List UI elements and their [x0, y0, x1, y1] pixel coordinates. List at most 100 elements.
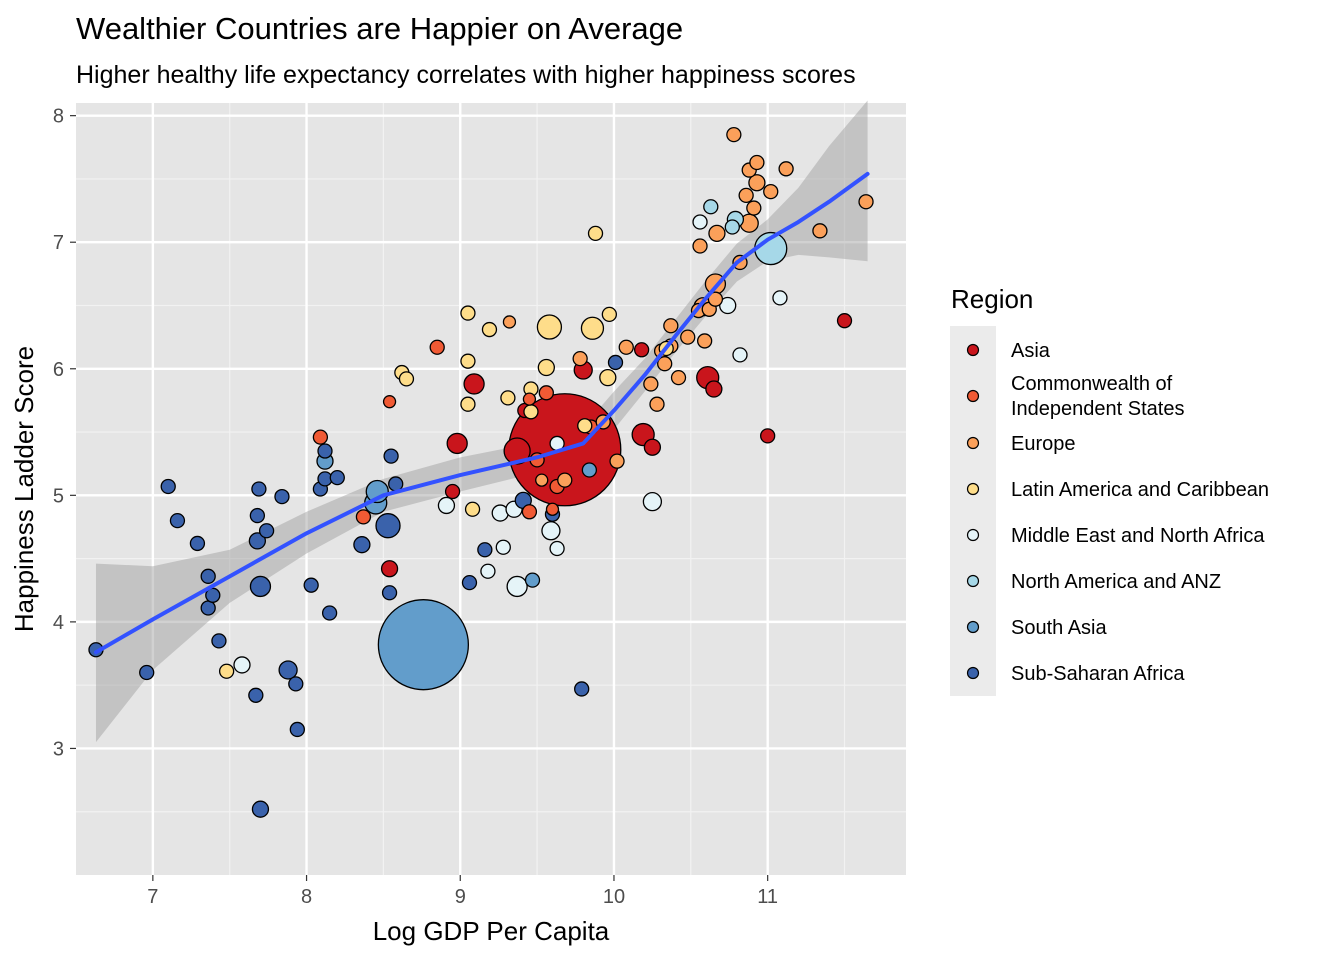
data-point — [746, 200, 762, 216]
data-point — [248, 687, 264, 703]
data-point — [160, 478, 176, 495]
data-point — [643, 376, 659, 392]
data-point — [692, 214, 708, 230]
data-point — [749, 154, 765, 171]
data-point — [538, 385, 554, 401]
data-point — [703, 199, 719, 215]
data-point — [317, 443, 333, 459]
data-point — [495, 539, 511, 555]
data-point — [574, 681, 590, 697]
legend-key — [966, 666, 980, 680]
data-point — [375, 513, 401, 539]
y-tick-label: 7 — [53, 232, 64, 254]
data-point — [748, 174, 766, 192]
legend: Region Asia Commonwealth of Independent St… — [950, 284, 1269, 696]
data-point — [251, 481, 267, 497]
data-point — [500, 390, 516, 406]
legend-label: Asia — [1011, 340, 1051, 362]
data-point — [587, 225, 604, 242]
data-point — [812, 223, 828, 239]
legend-label: North America and ANZ — [1011, 571, 1221, 593]
data-point — [680, 329, 696, 345]
data-point — [506, 575, 528, 598]
data-point — [778, 161, 794, 177]
data-point — [444, 483, 461, 500]
data-point — [633, 342, 650, 358]
legend-key — [966, 620, 980, 634]
data-point — [446, 432, 468, 455]
legend-title: Region — [951, 284, 1033, 314]
data-point — [772, 290, 788, 306]
data-point — [732, 347, 748, 363]
data-point — [707, 291, 724, 307]
data-point — [205, 587, 221, 603]
smooth-trend-line — [93, 171, 870, 655]
legend-key — [966, 343, 980, 357]
data-point — [609, 453, 625, 469]
legend-key — [966, 528, 980, 542]
smooth-line-layer — [93, 171, 870, 655]
data-point — [545, 502, 560, 516]
data-point — [380, 560, 399, 578]
data-point — [649, 396, 665, 412]
data-point — [549, 540, 565, 557]
data-point — [274, 488, 290, 505]
data-point — [460, 396, 476, 412]
data-point — [696, 333, 713, 349]
legend-label: South Asia — [1011, 617, 1108, 639]
data-point — [601, 306, 618, 323]
data-point — [398, 371, 415, 387]
data-point — [329, 469, 345, 486]
x-tick-label: 8 — [301, 886, 312, 908]
data-point — [836, 313, 853, 329]
data-point — [139, 664, 155, 681]
data-point — [251, 800, 270, 818]
data-point — [738, 187, 754, 204]
data-point — [535, 473, 549, 487]
legend-key-background — [950, 326, 996, 696]
data-point — [211, 633, 227, 649]
y-tick-label: 6 — [53, 359, 64, 381]
x-tick-label: 7 — [147, 886, 158, 908]
x-axis-title: Log GDP Per Capita — [373, 916, 610, 946]
data-point — [278, 660, 298, 680]
data-point — [355, 509, 372, 525]
data-point — [858, 194, 874, 210]
data-point — [233, 656, 251, 674]
y-tick-label: 8 — [53, 106, 64, 128]
data-point — [657, 356, 673, 372]
data-point — [218, 663, 235, 679]
data-point — [460, 353, 476, 369]
x-tick-label: 11 — [757, 886, 778, 908]
legend-label: Middle East and North Africa — [1011, 525, 1265, 547]
legend-label: Latin America and Caribbean — [1011, 479, 1269, 501]
data-point — [663, 318, 679, 334]
data-point — [353, 536, 371, 554]
data-point — [481, 321, 498, 338]
data-point — [382, 395, 397, 409]
data-point — [502, 315, 517, 329]
x-tick-label: 9 — [455, 886, 466, 908]
y-tick-label: 3 — [53, 738, 64, 760]
data-point — [523, 404, 539, 420]
data-point — [249, 575, 272, 598]
data-point — [312, 429, 329, 445]
data-point — [724, 219, 740, 235]
data-point — [708, 224, 726, 243]
data-point — [705, 380, 723, 398]
data-point — [461, 575, 478, 591]
legend-key — [966, 482, 980, 496]
data-point — [580, 316, 605, 340]
data-point — [288, 676, 304, 692]
data-point — [572, 350, 588, 367]
legend-label: Europe — [1011, 433, 1076, 455]
legend-key — [966, 436, 980, 450]
data-point — [169, 512, 186, 529]
legend-key — [966, 574, 980, 588]
data-point — [477, 542, 493, 558]
y-axis: 3 4 5 6 7 8 — [53, 106, 76, 760]
data-point — [258, 523, 275, 539]
data-point — [521, 504, 538, 520]
data-point — [537, 358, 555, 377]
